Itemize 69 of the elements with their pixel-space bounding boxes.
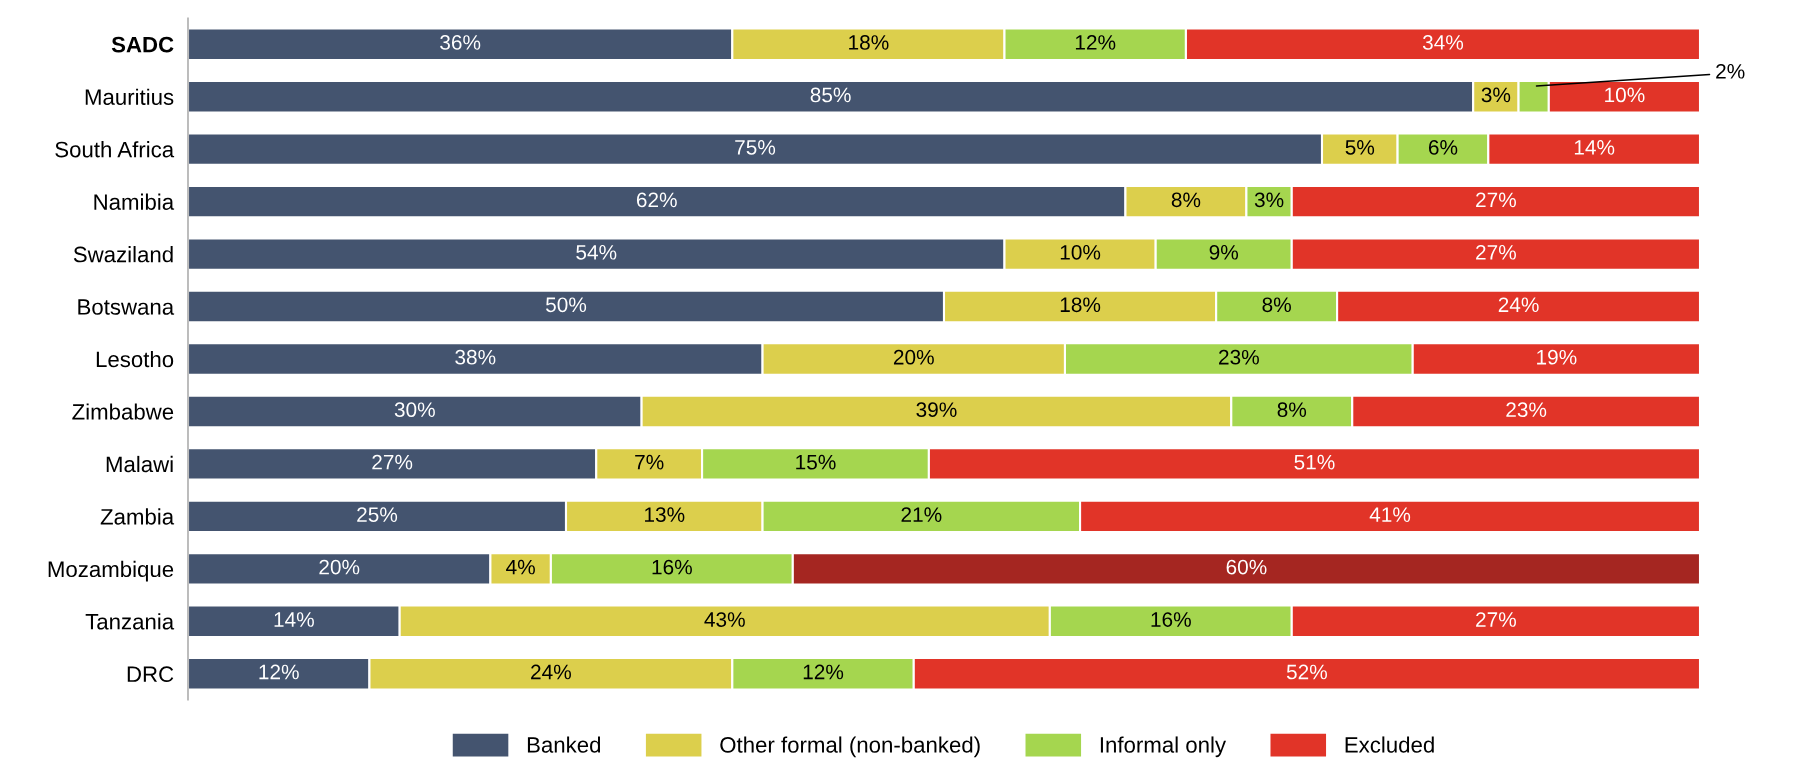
- data-label: 14%: [1574, 140, 1615, 155]
- data-label: 36%: [440, 35, 481, 50]
- data-label: 20%: [319, 559, 360, 575]
- data-label: 3%: [1254, 192, 1284, 208]
- y-tick-label: Botswana: [78, 299, 175, 315]
- data-label: 9%: [1209, 244, 1239, 260]
- data-label: 27%: [372, 454, 413, 470]
- data-label: 8%: [1171, 192, 1201, 208]
- y-tick-label: Zambia: [100, 508, 175, 525]
- data-label: 30%: [394, 402, 435, 418]
- data-label: 85%: [810, 87, 851, 103]
- data-label: 75%: [735, 140, 776, 155]
- data-label: 18%: [1060, 297, 1101, 313]
- legend-label: Other formal (non-banked): [720, 736, 980, 758]
- y-tick-label: Swaziland: [73, 246, 173, 263]
- y-tick-label: Namibia: [94, 193, 175, 210]
- data-label: 6%: [1428, 139, 1458, 155]
- data-label: 18%: [849, 35, 889, 50]
- data-label: 20%: [893, 349, 934, 365]
- data-label: 43%: [704, 612, 745, 627]
- data-label: 13%: [645, 507, 685, 522]
- legend-label: Informal only: [1100, 736, 1227, 758]
- data-label: 10%: [1060, 244, 1101, 260]
- legend-label: Banked: [527, 736, 601, 753]
- data-label: 51%: [1294, 454, 1335, 470]
- data-label: 52%: [1286, 664, 1327, 680]
- data-label: 12%: [803, 664, 844, 680]
- data-label: 14%: [274, 612, 314, 627]
- data-label: 23%: [1219, 349, 1259, 365]
- data-label: 5%: [1345, 140, 1375, 155]
- data-label: 27%: [1476, 612, 1516, 627]
- data-label: 8%: [1277, 402, 1307, 418]
- data-label: 41%: [1369, 507, 1411, 522]
- data-label: 23%: [1506, 402, 1547, 418]
- data-label: 27%: [1476, 244, 1516, 260]
- data-label: 2%: [1716, 63, 1745, 79]
- data-label: 19%: [1537, 349, 1577, 365]
- y-tick-label: Mozambique: [48, 560, 174, 582]
- data-label: 24%: [531, 664, 571, 680]
- data-label: 24%: [1498, 297, 1539, 313]
- data-label: 16%: [652, 559, 692, 575]
- data-label: 25%: [357, 507, 398, 522]
- data-label: 12%: [259, 664, 299, 680]
- y-tick-label: DRC: [127, 666, 174, 683]
- data-label: 8%: [1262, 297, 1291, 313]
- data-label: 60%: [1226, 559, 1267, 575]
- legend-label: Excluded: [1345, 736, 1434, 753]
- data-label: 34%: [1422, 35, 1464, 50]
- data-label: 38%: [455, 349, 496, 365]
- data-label: 16%: [1151, 612, 1191, 627]
- data-label: 10%: [1605, 87, 1645, 103]
- data-label: 39%: [916, 402, 957, 418]
- data-label: 50%: [545, 297, 587, 313]
- y-tick-label: Lesotho: [96, 350, 174, 368]
- data-label: 27%: [1476, 192, 1516, 208]
- data-label: 3%: [1481, 87, 1511, 103]
- data-label: 21%: [901, 507, 942, 522]
- data-label: 62%: [636, 192, 677, 208]
- y-tick-label: Zimbabwe: [72, 403, 174, 420]
- y-tick-label: Tanzania: [85, 613, 175, 630]
- data-label: 15%: [796, 454, 836, 470]
- data-label: 54%: [576, 245, 617, 260]
- y-tick-label: Mauritius: [85, 88, 174, 105]
- data-label: 7%: [635, 454, 664, 470]
- data-label: 12%: [1075, 35, 1116, 50]
- y-tick-label: Malawi: [106, 455, 173, 473]
- y-tick-label: SADC: [111, 36, 174, 53]
- y-tick-label: South Africa: [55, 141, 175, 158]
- data-label: 4%: [506, 559, 535, 575]
